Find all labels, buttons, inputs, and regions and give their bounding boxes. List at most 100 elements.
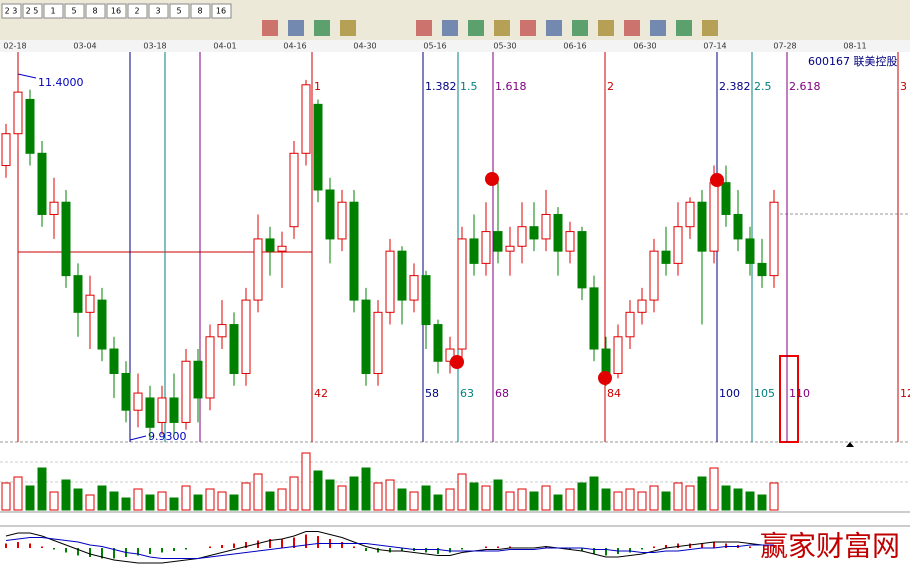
candle-body (241, 299, 251, 374)
volume-bar (109, 491, 119, 511)
candle-body (97, 299, 107, 350)
candle-body (769, 201, 779, 277)
candle-body (709, 182, 719, 252)
candle-body (577, 231, 587, 289)
volume-bar (133, 488, 143, 511)
volume-bar (121, 497, 131, 511)
high-label: 11.4000 (38, 76, 84, 89)
volume-bar (289, 476, 299, 511)
volume-bar (577, 482, 587, 511)
tool-icon (442, 20, 458, 36)
volume-bar (301, 452, 311, 511)
volume-bar (145, 494, 155, 511)
bar-count: 100 (719, 387, 740, 400)
candle-body (385, 250, 395, 313)
volume-bar (625, 488, 635, 511)
volume-bar (433, 494, 443, 511)
volume-bar (217, 491, 227, 511)
volume-bar (325, 479, 335, 511)
volume-bar (421, 485, 431, 511)
tool-button (211, 3, 232, 19)
tool-icon (288, 20, 304, 36)
volume-bar (97, 485, 107, 511)
tool-label: 2 3 (5, 7, 18, 16)
volume-bar (505, 491, 515, 511)
volume-bar (517, 488, 527, 511)
candle-body (265, 238, 275, 252)
candle-body (277, 245, 287, 252)
candle-body (313, 103, 323, 191)
volume-bar (709, 467, 719, 511)
candle-body (637, 299, 647, 313)
date-label: 02-18 (3, 42, 26, 51)
tool-label: 5 (71, 7, 76, 16)
date-label: 04-30 (353, 42, 376, 51)
pointer (129, 435, 147, 441)
ratio-label: 1.618 (495, 80, 527, 93)
ratio-label: 2.5 (754, 80, 772, 93)
tool-button (127, 3, 148, 19)
tool-button (85, 3, 106, 19)
date-label: 03-18 (143, 42, 166, 51)
volume-bar (529, 491, 539, 511)
volume-bar (337, 485, 347, 511)
tool-button (169, 3, 190, 19)
candle-body (349, 201, 359, 301)
volume-bar (493, 479, 503, 511)
tool-label: 16 (216, 7, 226, 16)
volume-bar (157, 491, 167, 511)
ratio-label: 2.382 (719, 80, 751, 93)
volume-bar (277, 488, 287, 511)
date-label: 05-16 (423, 42, 446, 51)
candle-body (649, 250, 659, 301)
tool-icon (340, 20, 356, 36)
candle-body (109, 348, 119, 374)
volume-bar (193, 494, 203, 511)
candle-body (325, 189, 335, 240)
volume-bar (181, 485, 191, 511)
tool-icon (702, 20, 718, 36)
bar-count: 84 (607, 387, 621, 400)
volume-bar (481, 485, 491, 511)
date-label: 05-30 (493, 42, 516, 51)
candle-body (253, 238, 263, 301)
tool-icon (676, 20, 692, 36)
candle-body (745, 238, 755, 264)
volume-bar (685, 485, 695, 511)
candle-body (409, 275, 419, 301)
volume-bar (661, 491, 671, 511)
tool-icon (262, 20, 278, 36)
candle-body (601, 348, 611, 374)
volume-bar (613, 491, 623, 511)
date-label: 06-16 (563, 42, 586, 51)
candle-body (61, 201, 71, 277)
candle-body (625, 311, 635, 338)
candle-body (481, 231, 491, 264)
candle-body (685, 201, 695, 228)
tool-button (22, 3, 43, 19)
ratio-label: 1.5 (460, 80, 478, 93)
tool-button (148, 3, 169, 19)
watermark: 赢家财富网 (760, 530, 900, 563)
candle-body (205, 336, 215, 399)
volume-bar (85, 494, 95, 511)
candle-body (193, 360, 203, 399)
tool-icon (314, 20, 330, 36)
volume-bar (649, 485, 659, 511)
marker (846, 442, 854, 447)
volume-bar (769, 482, 779, 511)
candle-body (517, 226, 527, 247)
candle-body (73, 275, 83, 313)
candle-body (457, 238, 467, 350)
bar-count: 12 (900, 387, 910, 400)
volume-bar (229, 494, 239, 511)
candle-body (145, 397, 155, 428)
volume-bar (61, 479, 71, 511)
date-axis (0, 40, 910, 52)
volume-bar (169, 497, 179, 511)
signal-dot (450, 355, 464, 369)
candle-body (733, 213, 743, 240)
candle-body (529, 226, 539, 240)
